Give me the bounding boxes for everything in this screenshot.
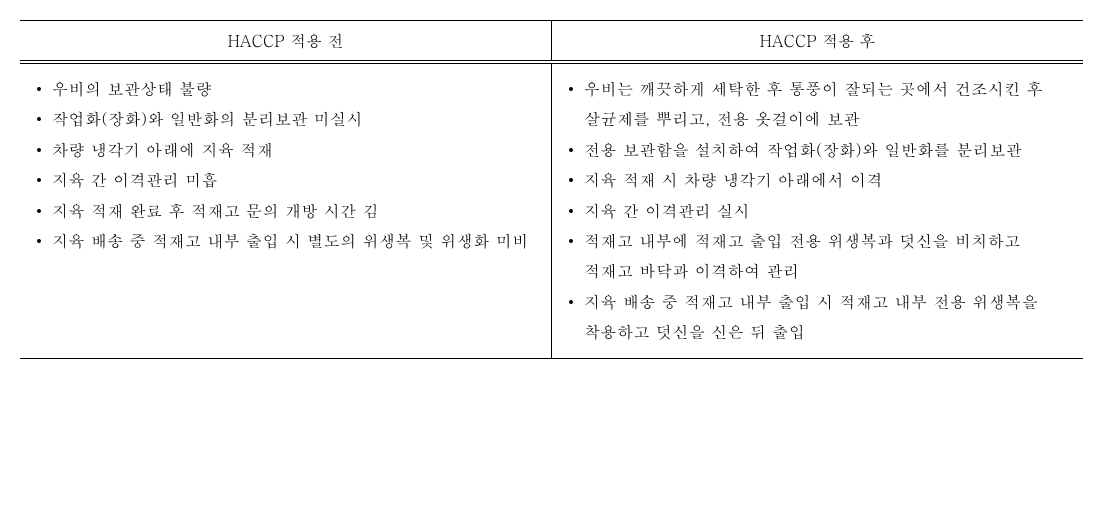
list-item: 전용 보관함을 설치하여 작업화(장화)와 일반화를 분리보관 [562,135,1068,165]
right-column: 우비는 깨끗하게 세탁한 후 통풍이 잘되는 곳에서 건조시킨 후 살균제를 뿌… [552,64,1083,358]
list-item: 지육 배송 중 적재고 내부 출입 시 별도의 위생복 및 위생화 미비 [30,226,536,256]
comparison-table: HACCP 적용 전 HACCP 적용 후 우비의 보관상태 불량 작업화(장화… [20,20,1083,359]
list-item: 우비는 깨끗하게 세탁한 후 통풍이 잘되는 곳에서 건조시킨 후 살균제를 뿌… [562,74,1068,135]
list-item: 지육 간 이격관리 실시 [562,196,1068,226]
header-left: HACCP 적용 전 [20,21,552,60]
list-item: 적재고 내부에 적재고 출입 전용 위생복과 덧신을 비치하고 적재고 바닥과 … [562,226,1068,287]
list-item: 지육 적재 완료 후 적재고 문의 개방 시간 김 [30,196,536,226]
list-item: 지육 적재 시 차량 냉각기 아래에서 이격 [562,165,1068,195]
table-header-row: HACCP 적용 전 HACCP 적용 후 [20,21,1083,61]
left-list: 우비의 보관상태 불량 작업화(장화)와 일반화의 분리보관 미실시 차량 냉각… [30,74,536,256]
list-item: 우비의 보관상태 불량 [30,74,536,104]
table-body: 우비의 보관상태 불량 작업화(장화)와 일반화의 분리보관 미실시 차량 냉각… [20,64,1083,358]
list-item: 지육 배송 중 적재고 내부 출입 시 적재고 내부 전용 위생복을 착용하고 … [562,287,1068,348]
list-item: 지육 간 이격관리 미흡 [30,165,536,195]
right-list: 우비는 깨끗하게 세탁한 후 통풍이 잘되는 곳에서 건조시킨 후 살균제를 뿌… [562,74,1068,348]
list-item: 작업화(장화)와 일반화의 분리보관 미실시 [30,104,536,134]
list-item: 차량 냉각기 아래에 지육 적재 [30,135,536,165]
header-right: HACCP 적용 후 [552,21,1083,60]
left-column: 우비의 보관상태 불량 작업화(장화)와 일반화의 분리보관 미실시 차량 냉각… [20,64,552,358]
